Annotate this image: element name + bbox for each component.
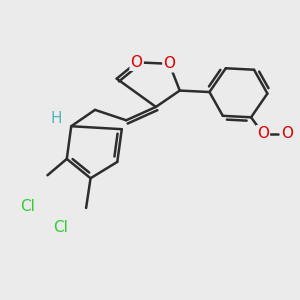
Text: O: O xyxy=(257,126,269,141)
Text: O: O xyxy=(163,56,175,71)
Text: H: H xyxy=(51,111,62,126)
Text: Cl: Cl xyxy=(20,199,35,214)
Text: O: O xyxy=(130,55,142,70)
Text: Cl: Cl xyxy=(53,220,68,235)
Text: O: O xyxy=(281,126,293,141)
